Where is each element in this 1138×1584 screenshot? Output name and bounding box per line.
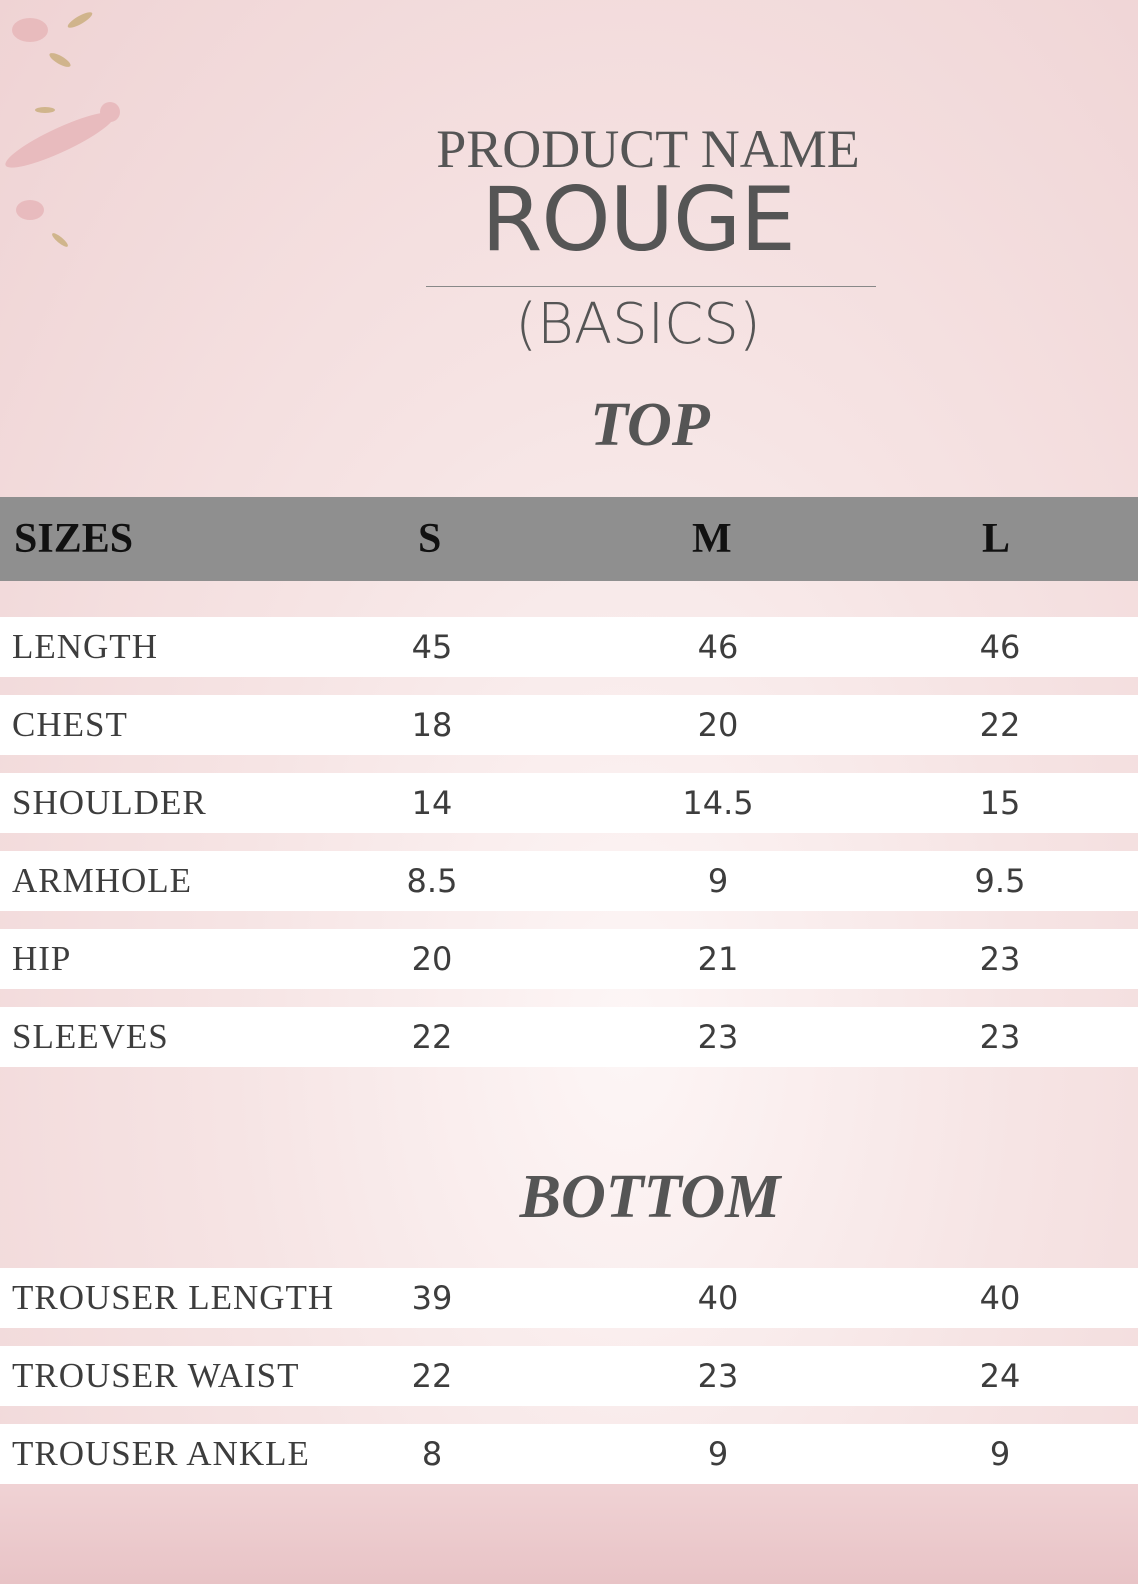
measurement-label: CHEST [12, 705, 128, 744]
measurement-label: TROUSER WAIST [12, 1356, 300, 1395]
size-value: 14.5 [682, 784, 754, 822]
collection-name: (BASICS) [515, 292, 761, 357]
measurement-label: SHOULDER [12, 783, 207, 822]
size-header-row: SIZES S M L [0, 497, 1138, 581]
size-value: 9 [989, 1435, 1011, 1473]
header-sizes: SIZES [14, 516, 134, 562]
measurement-label: ARMHOLE [12, 861, 193, 900]
size-value: 20 [411, 940, 453, 978]
size-value: 46 [697, 628, 739, 666]
table-row: LENGTH 45 46 46 [0, 617, 1138, 677]
table-row: CHEST 18 20 22 [0, 695, 1138, 755]
size-value: 9 [707, 1435, 729, 1473]
size-value: 9.5 [974, 862, 1026, 900]
size-value: 40 [697, 1279, 739, 1317]
size-value: 22 [411, 1357, 453, 1395]
section-title-top: TOP [590, 391, 710, 459]
header-s: S [418, 516, 442, 562]
size-value: 22 [411, 1018, 453, 1056]
title-divider [426, 286, 876, 287]
table-row: SHOULDER 14 14.5 15 [0, 773, 1138, 833]
product-name: ROUGE [481, 168, 796, 271]
size-value: 14 [411, 784, 453, 822]
product-label: PRODUCT NAME [436, 119, 860, 179]
size-value: 46 [979, 628, 1021, 666]
size-value: 23 [697, 1018, 739, 1056]
measurement-label: SLEEVES [12, 1017, 169, 1056]
table-row: HIP 20 21 23 [0, 929, 1138, 989]
measurement-label: HIP [12, 939, 72, 978]
size-value: 23 [697, 1357, 739, 1395]
size-value: 18 [411, 706, 453, 744]
size-value: 9 [707, 862, 729, 900]
measurement-label: LENGTH [12, 627, 158, 666]
table-row: TROUSER WAIST 22 23 24 [0, 1346, 1138, 1406]
measurement-label: TROUSER LENGTH [12, 1278, 335, 1317]
table-row: TROUSER LENGTH 39 40 40 [0, 1268, 1138, 1328]
section-title-bottom: BOTTOM [519, 1163, 781, 1231]
size-value: 8.5 [406, 862, 458, 900]
size-value: 8 [421, 1435, 443, 1473]
table-row: TROUSER ANKLE 8 9 9 [0, 1424, 1138, 1484]
size-value: 22 [979, 706, 1021, 744]
header-m: M [692, 516, 732, 562]
size-value: 23 [979, 1018, 1021, 1056]
measurement-label: TROUSER ANKLE [12, 1434, 310, 1473]
size-value: 39 [411, 1279, 453, 1317]
size-value: 24 [979, 1357, 1021, 1395]
floral-bird-decoration [5, 12, 120, 247]
size-value: 40 [979, 1279, 1021, 1317]
size-value: 20 [697, 706, 739, 744]
table-row: SLEEVES 22 23 23 [0, 1007, 1138, 1067]
table-row: ARMHOLE 8.5 9 9.5 [0, 851, 1138, 911]
size-value: 45 [411, 628, 453, 666]
floral-background-decoration [0, 1480, 1138, 1584]
size-value: 15 [979, 784, 1021, 822]
size-value: 23 [979, 940, 1021, 978]
header-l: L [982, 516, 1011, 562]
size-value: 21 [697, 940, 739, 978]
